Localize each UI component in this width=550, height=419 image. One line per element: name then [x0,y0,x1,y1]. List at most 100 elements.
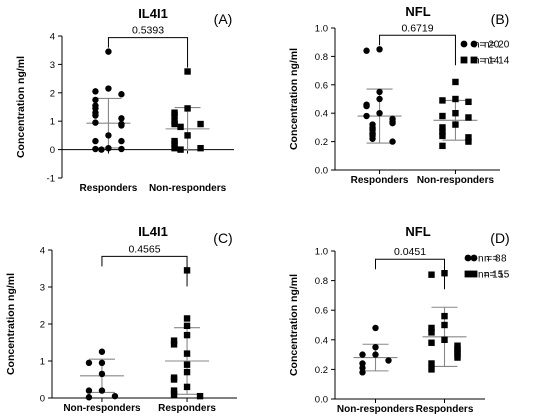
legend: n= 20 n= 14 [470,40,510,67]
legend-label: n= 14 [474,56,500,67]
data-point [92,96,99,104]
data-point [452,95,459,103]
data-point [441,336,448,343]
data-point [105,132,112,139]
data-point [376,88,383,96]
data-point [170,387,178,394]
p-value-label: 0.5393 [132,25,164,37]
y-tick-label: -1 [47,174,55,185]
chart-title: NFL [405,224,430,239]
data-point [439,132,446,140]
data-point [171,112,178,119]
data-point [170,376,178,383]
data-point [439,124,446,131]
y-tick-label: 0.6 [315,80,328,91]
data-point [184,68,191,75]
data-point [196,392,204,400]
data-point [465,114,472,121]
chart-title: IL4I1 [138,6,168,21]
data-point [92,145,99,153]
y-tick-label: 0 [50,145,55,156]
x-tick-label: Non-responders [63,403,141,414]
y-axis-label: Concentration ng/ml [288,274,300,376]
data-point [452,121,459,128]
data-point [183,331,191,339]
x-tick-label: Non-responders [417,175,495,186]
legend-label: n= 15 [484,270,510,281]
significance-bracket [101,255,188,287]
series-non-responders [433,78,478,150]
data-point [171,140,178,148]
significance-bracket [107,37,189,68]
data-point [170,391,178,398]
data-point [171,120,178,128]
legend-marker-square [470,56,478,64]
data-point [376,46,383,53]
y-tick-label: 0.8 [315,52,328,63]
p-value-label: 0.6719 [401,22,433,34]
data-point [452,78,459,86]
y-axis-label: Concentration ng/ml [15,56,27,158]
y-axis-label: Concentration ng/ml [5,273,17,375]
data-point [98,359,106,367]
chart-panel-b: NFL (B) 0.0 0.2 0.4 0.6 0.8 1.0 Concentration ng… [288,4,510,186]
data-point [183,383,191,391]
legend-label: n = 8 [484,254,507,265]
chart-title: NFL [405,4,430,19]
data-point [171,144,178,152]
data-point [98,146,105,153]
y-tick-label: 1 [50,117,55,128]
legend-marker-square [460,56,468,64]
data-point [170,341,178,348]
data-point [118,91,125,98]
legend-label: n= 20 [474,40,500,51]
data-point [92,112,99,119]
series-responders [357,46,402,145]
legend-marker-circle [470,254,478,262]
y-tick-label: 4 [40,246,45,257]
series-non-responders [79,348,124,401]
series-non-responders [353,324,398,376]
legend: n = 8 n= 15 [470,254,510,281]
data-point [183,361,191,368]
y-tick-label: 0.0 [315,395,328,406]
data-point [439,142,446,150]
data-point [359,360,366,367]
legend: n = 8 n= 15 [464,254,504,281]
data-point [369,135,376,142]
data-point [118,122,125,129]
chart-panel-d: NFL (D) 0.0 0.2 0.4 0.6 0.8 1.0 Concentration ng… [288,224,510,415]
data-point [428,360,435,367]
data-point [177,123,184,131]
series-responders [165,267,210,400]
data-point [170,337,178,344]
x-tick-label: Responders [351,175,409,186]
data-point [441,312,448,320]
significance-bracket [379,34,456,66]
data-point [376,95,383,103]
data-point [465,134,472,141]
data-point [118,137,125,145]
data-point [118,145,125,153]
data-point [105,85,112,92]
data-point [465,138,472,145]
y-tick-label: 1.0 [315,24,328,35]
data-point [184,132,191,139]
data-point [85,359,93,367]
y-tick-label: 2 [50,88,55,99]
y-tick-label: 0 [40,394,45,405]
data-point [85,387,93,394]
x-tick-label: Responders [80,183,138,194]
legend-marker-square [464,270,472,278]
data-point [376,110,383,117]
data-point [385,357,392,364]
legend-label: n = 8 [478,254,501,265]
p-value-label: 0.4565 [128,243,160,255]
y-tick-label: 0.2 [315,365,328,376]
chart-title: IL4I1 [138,224,168,239]
data-point [439,112,446,120]
legend-marker-square [470,270,478,278]
legend: n= 20 n= 14 [460,40,500,67]
data-point [111,392,119,400]
data-point [184,105,191,112]
